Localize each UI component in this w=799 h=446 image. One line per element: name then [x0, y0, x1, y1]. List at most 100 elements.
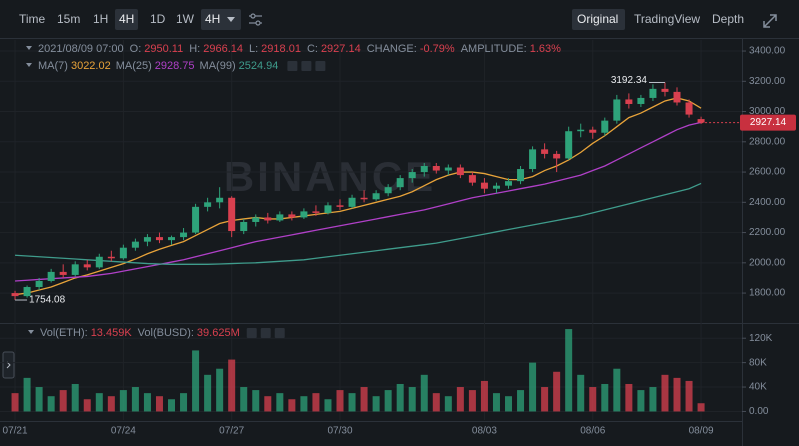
candle-body — [649, 88, 657, 98]
datetime: 2021/08/09 07:00 — [38, 43, 124, 55]
candle-body — [216, 197, 224, 203]
candle-body — [336, 205, 344, 207]
candle-body — [324, 205, 332, 213]
x-tick-label: 08/09 — [689, 426, 714, 437]
y-tick-label: 2200.00 — [749, 227, 786, 238]
y-tick-label: 2600.00 — [749, 167, 786, 178]
candle-body — [613, 99, 621, 121]
x-tick-label: 07/21 — [3, 426, 28, 437]
low-value: 2918.01 — [261, 43, 301, 55]
collapse-arrow — [28, 330, 34, 334]
candle-body — [541, 149, 549, 154]
dropdown-arrow — [227, 17, 235, 22]
interval-button[interactable]: 1W — [176, 12, 195, 26]
candle-body — [360, 197, 368, 200]
volume-bar — [276, 393, 284, 412]
interval-button[interactable]: 1H — [93, 12, 108, 26]
low-annotation: 1754.08 — [29, 295, 66, 306]
candle-body — [625, 99, 633, 104]
low-label: L: — [249, 43, 258, 55]
volume-bar — [11, 393, 19, 412]
volume-bar — [372, 396, 380, 412]
candle-body — [396, 178, 404, 188]
volume-bar — [589, 387, 597, 412]
candle-body — [685, 102, 693, 115]
x-tick-label: 08/03 — [472, 426, 497, 437]
volume-bar — [336, 390, 344, 412]
open-value: 2950.11 — [144, 43, 183, 55]
ma-legend-name: MA(7) — [38, 60, 68, 72]
legend-control[interactable] — [315, 61, 326, 71]
candle-body — [661, 88, 669, 92]
volume-bar — [23, 377, 31, 412]
amplitude-label: AMPLITUDE: — [461, 43, 527, 55]
candle-body — [456, 167, 464, 176]
candle-body — [288, 214, 296, 218]
volume-bar — [673, 377, 681, 412]
ma-legend-value: 2524.94 — [239, 60, 279, 72]
volume-bar — [637, 390, 645, 412]
volume-bar — [204, 374, 212, 412]
volume-bar — [59, 390, 67, 412]
candle-body — [11, 293, 19, 297]
high-value: 2966.14 — [203, 43, 243, 55]
volume-bar — [541, 387, 549, 412]
volume-bar — [83, 399, 91, 412]
candle-body — [192, 206, 200, 233]
legend-control[interactable] — [287, 61, 298, 71]
volume-bar — [697, 403, 705, 412]
volume-bar — [685, 380, 693, 412]
candle-body — [577, 129, 585, 132]
close-value: 2927.14 — [321, 43, 361, 55]
candle-body — [83, 264, 91, 268]
expand-icon[interactable] — [763, 14, 777, 28]
volume-bar — [420, 374, 428, 412]
volume-bar — [529, 362, 537, 412]
dropdown-bg — [201, 9, 241, 30]
legend-control[interactable] — [301, 61, 312, 71]
interval-button[interactable]: Time — [19, 12, 46, 26]
volume-bar — [228, 359, 236, 412]
candle-body — [517, 169, 525, 182]
interval-button[interactable]: 15m — [57, 12, 80, 26]
candle-body — [468, 175, 476, 183]
view-button[interactable]: TradingView — [634, 12, 700, 26]
legend-control[interactable] — [246, 328, 257, 338]
view-button[interactable]: Depth — [712, 12, 744, 26]
x-tick-label: 08/06 — [580, 426, 605, 437]
candle-body — [276, 214, 284, 221]
interval-button[interactable]: 4H — [119, 12, 134, 26]
legend-control[interactable] — [274, 328, 285, 338]
legend-control[interactable] — [260, 328, 271, 338]
volume-bar — [348, 393, 356, 412]
candle-body — [59, 271, 67, 275]
volume-bar — [95, 393, 103, 412]
view-button[interactable]: Original — [577, 12, 618, 26]
interval-button[interactable]: 1D — [150, 12, 166, 26]
settings-icon[interactable] — [249, 13, 262, 26]
collapse-arrow — [26, 46, 32, 50]
candle-body — [71, 264, 79, 275]
interval-dropdown[interactable]: 4H — [205, 12, 220, 26]
candle-body — [47, 271, 55, 281]
candle-body — [492, 185, 500, 189]
candle-body — [601, 120, 609, 133]
volume-bar — [155, 396, 163, 412]
volume-label: Vol(ETH): — [40, 327, 88, 339]
pane-toggle[interactable] — [2, 351, 15, 379]
price-tag-bg — [740, 114, 796, 131]
interval-selected-bg — [115, 9, 138, 30]
candle-body — [553, 153, 561, 159]
candle-body — [264, 217, 272, 221]
volume-bar — [601, 383, 609, 412]
y-tick-label: 1800.00 — [749, 288, 786, 299]
candle-body — [119, 247, 127, 259]
y-tick-label: 2800.00 — [749, 136, 786, 147]
candle-body — [444, 167, 452, 171]
candle-body — [505, 181, 513, 186]
volume-bar — [312, 393, 320, 412]
candle-body — [252, 217, 260, 222]
ma-legend-value: 2928.75 — [155, 60, 195, 72]
